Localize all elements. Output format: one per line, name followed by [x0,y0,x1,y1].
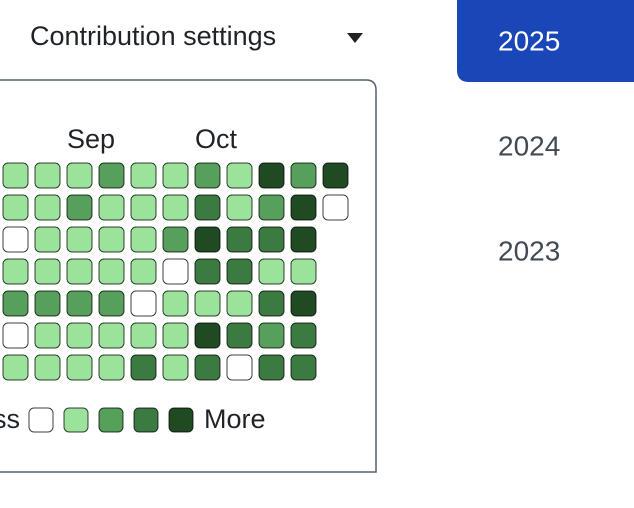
legend-cell [28,407,54,433]
contribution-cell [34,290,61,317]
contribution-cell [34,258,61,285]
contribution-cell [226,162,253,189]
contribution-cell [290,258,317,285]
legend-less: ss [0,404,20,434]
contribution-cell [162,290,189,317]
contribution-cell [290,290,317,317]
contribution-cell [98,226,125,253]
contribution-cell [162,162,189,189]
settings-button[interactable]: Contribution settings [30,21,276,51]
contribution-cell [98,290,125,317]
contribution-cell [162,322,189,349]
contribution-cell [98,258,125,285]
contribution-cell [98,194,125,221]
contribution-cell [258,162,285,189]
contribution-cell [66,354,93,381]
contribution-cell [258,194,285,221]
contribution-cell [290,226,317,253]
contribution-cell [194,322,221,349]
contribution-cell [130,162,157,189]
legend-more: More [204,404,266,434]
contribution-cell [194,258,221,285]
contribution-cell [34,354,61,381]
contribution-cell [130,322,157,349]
contribution-cell [162,194,189,221]
contribution-cell [322,162,349,189]
year-link[interactable]: 2023 [498,235,560,266]
contribution-cell [2,322,29,349]
graph-box [0,79,377,473]
year-link[interactable]: 2024 [498,130,560,161]
contribution-cell [34,226,61,253]
contribution-cell [130,354,157,381]
dropdown-caret [347,33,363,43]
contribution-cell [130,226,157,253]
contribution-cell [162,258,189,285]
contribution-cell [162,354,189,381]
contribution-cell [66,258,93,285]
contribution-cell [226,290,253,317]
contribution-cell [34,322,61,349]
contribution-cell [66,290,93,317]
contribution-cell [2,258,29,285]
contribution-cell [98,322,125,349]
contribution-cell [66,322,93,349]
contribution-cell [226,354,253,381]
contribution-cell [194,354,221,381]
contribution-cell [290,322,317,349]
legend-cell [98,407,124,433]
contribution-cell [98,354,125,381]
contribution-cell [2,354,29,381]
contribution-cell [226,258,253,285]
contribution-cell [226,226,253,253]
contribution-cell [194,194,221,221]
contribution-cell [258,322,285,349]
contribution-cell [194,226,221,253]
contribution-cell [130,258,157,285]
month-label: Sep [67,124,115,154]
contribution-cell [66,162,93,189]
contribution-cell [98,162,125,189]
contribution-cell [34,162,61,189]
contribution-cell [66,194,93,221]
legend-cell [133,407,159,433]
contribution-cell [130,194,157,221]
legend-cell [63,407,89,433]
contribution-cell [2,162,29,189]
contribution-cell [290,194,317,221]
contribution-cell [258,258,285,285]
contribution-cell [226,322,253,349]
contribution-cell [194,162,221,189]
contribution-cell [258,290,285,317]
year-selected-bg [457,0,634,82]
contribution-cell [194,290,221,317]
year-link[interactable]: 2025 [498,25,560,56]
contribution-cell [258,226,285,253]
contribution-cell [290,354,317,381]
contribution-cell [290,162,317,189]
contribution-cell [66,226,93,253]
contribution-cell [258,354,285,381]
contribution-cell [2,290,29,317]
contribution-cell [162,226,189,253]
contribution-cell [34,194,61,221]
contribution-cell [2,194,29,221]
legend-cell [168,407,194,433]
contribution-cell [226,194,253,221]
contribution-cell [2,226,29,253]
month-label: Oct [195,124,238,154]
contribution-cell [130,290,157,317]
contribution-cell [322,194,349,221]
